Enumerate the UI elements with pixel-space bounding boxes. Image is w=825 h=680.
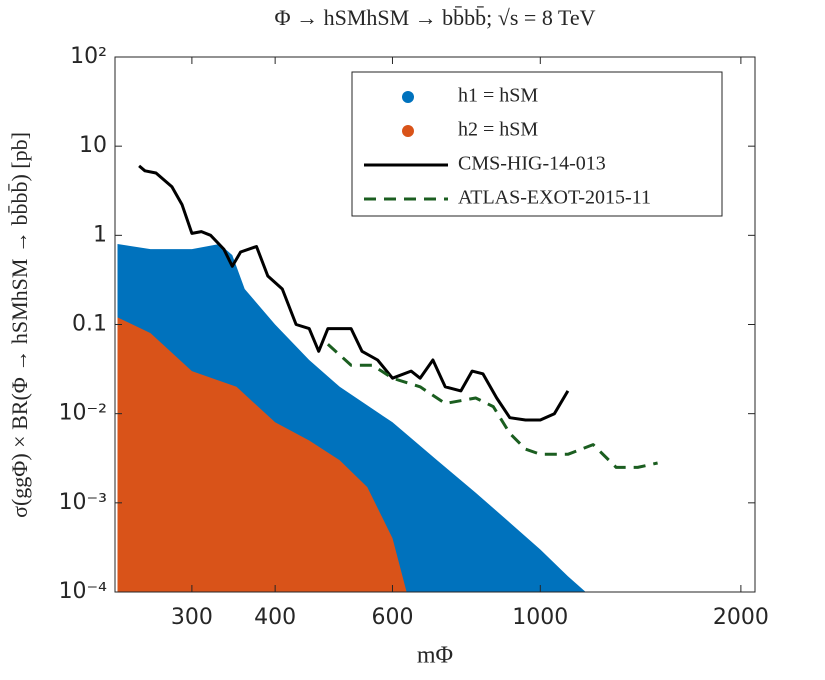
legend-label: ATLAS-EXOT-2015-11 xyxy=(458,187,651,209)
y-tick-label: 10² xyxy=(70,44,107,69)
legend-label: h1 = hSM xyxy=(458,85,538,107)
limit-line xyxy=(326,343,658,469)
y-tick-label: 10⁻² xyxy=(59,401,107,426)
x-tick-label: 2000 xyxy=(713,605,769,630)
legend-label: h2 = hSM xyxy=(458,119,538,141)
y-tick-label: 10⁻³ xyxy=(59,490,107,515)
legend-marker xyxy=(402,125,414,137)
x-tick-label: 1000 xyxy=(512,605,568,630)
x-tick-label: 300 xyxy=(171,605,213,630)
x-tick-label: 600 xyxy=(371,605,413,630)
y-axis-label: σ(ggΦ) × BR(Φ → hSMhSM → bb̄bb̄) [pb] xyxy=(7,132,32,518)
point-cloud xyxy=(117,317,407,592)
y-tick-label: 10 xyxy=(79,133,107,158)
x-tick-label: 400 xyxy=(254,605,296,630)
legend-marker xyxy=(402,91,414,103)
chart-title: Φ → hSMhSM → bb̄bb̄; √s = 8 TeV xyxy=(275,5,596,30)
y-tick-label: 10⁻⁴ xyxy=(59,579,108,604)
x-axis-label: mΦ xyxy=(417,643,453,669)
y-tick-label: 1 xyxy=(93,222,107,247)
limit-line xyxy=(138,164,570,422)
legend-label: CMS-HIG-14-013 xyxy=(458,153,606,175)
y-tick-label: 0.1 xyxy=(72,312,107,337)
